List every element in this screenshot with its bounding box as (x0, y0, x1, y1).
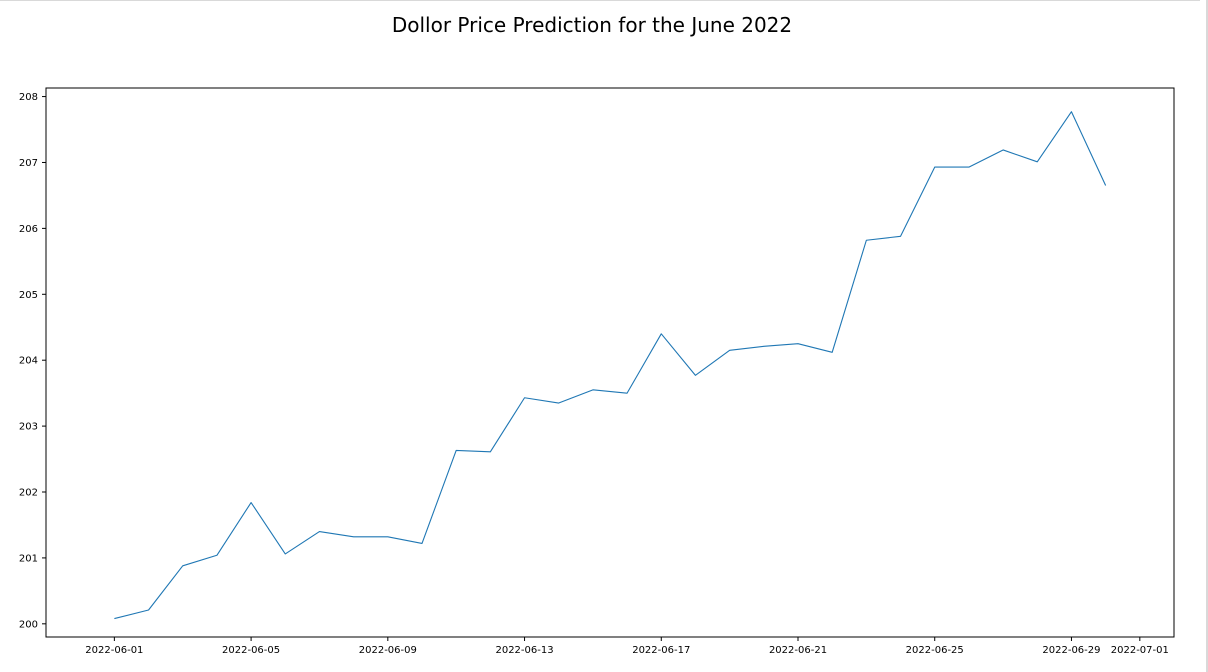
y-tick-label: 206 (19, 224, 38, 235)
top-divider (0, 0, 1200, 1)
series-line (114, 111, 1107, 620)
y-tick-label: 205 (19, 290, 38, 301)
chart-title: Dollor Price Prediction for the June 202… (392, 13, 792, 37)
y-tick-label: 204 (19, 356, 38, 367)
y-tick-label: 203 (19, 422, 38, 433)
y-tick-label: 208 (19, 92, 38, 103)
x-tick-label: 2022-06-05 (222, 645, 280, 656)
x-tick-label: 2022-07-01 (1111, 645, 1169, 656)
y-tick-label: 207 (19, 158, 38, 169)
y-axis: 200 201 202 203 204 205 206 207 208 (19, 92, 46, 630)
y-tick-label: 201 (19, 553, 38, 564)
x-tick-label: 2022-06-01 (85, 645, 143, 656)
x-tick-label: 2022-06-13 (495, 645, 553, 656)
right-scrollbar-edge (1206, 0, 1208, 672)
plot-area (45, 87, 1175, 638)
x-tick-label: 2022-06-21 (769, 645, 827, 656)
x-axis: 2022-06-01 2022-06-05 2022-06-09 2022-06-13… (85, 637, 1169, 656)
x-tick-label: 2022-06-09 (359, 645, 417, 656)
y-tick-label: 202 (19, 488, 38, 499)
x-tick-label: 2022-06-25 (906, 645, 964, 656)
x-tick-label: 2022-06-17 (632, 645, 690, 656)
y-tick-label: 200 (19, 619, 38, 630)
series-layer (114, 111, 1107, 620)
x-tick-label: 2022-06-29 (1042, 645, 1100, 656)
